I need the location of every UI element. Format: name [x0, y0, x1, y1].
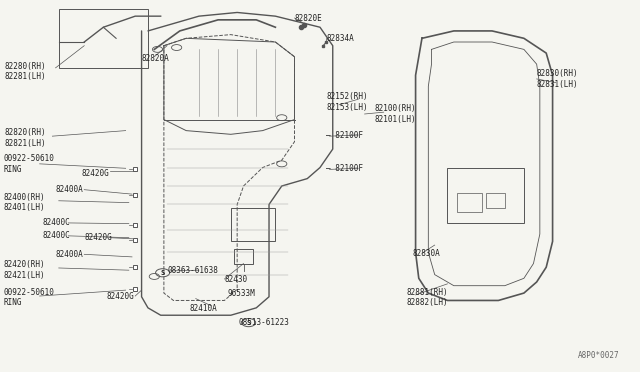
- Text: 82420(RH)
82421(LH): 82420(RH) 82421(LH): [3, 260, 45, 280]
- Text: 82420G: 82420G: [84, 233, 112, 242]
- Text: 08363-61638: 08363-61638: [167, 266, 218, 275]
- Text: 82430: 82430: [225, 275, 248, 283]
- Bar: [231, 208, 275, 241]
- Text: 82830(RH)
82831(LH): 82830(RH) 82831(LH): [537, 69, 579, 89]
- Text: 08513-61223: 08513-61223: [239, 318, 289, 327]
- Text: 82834A: 82834A: [326, 34, 354, 43]
- Text: 96533M: 96533M: [228, 289, 255, 298]
- Text: 82420G: 82420G: [81, 169, 109, 177]
- Text: 82100(RH)
82101(LH): 82100(RH) 82101(LH): [374, 104, 416, 124]
- Text: 82820(RH)
82821(LH): 82820(RH) 82821(LH): [4, 128, 46, 148]
- Text: 82410A: 82410A: [189, 304, 217, 313]
- Bar: [447, 167, 524, 223]
- Bar: [234, 249, 253, 263]
- Text: 82400C: 82400C: [43, 231, 70, 240]
- Text: — 82100F: — 82100F: [326, 131, 364, 140]
- Text: 00922-50610
RING: 00922-50610 RING: [3, 288, 54, 307]
- Text: S: S: [161, 270, 164, 276]
- Text: S: S: [246, 320, 251, 326]
- Text: 82881(RH)
82882(LH): 82881(RH) 82882(LH): [406, 288, 447, 307]
- Text: 82400C: 82400C: [43, 218, 70, 227]
- Bar: [457, 193, 483, 212]
- Text: 00922-50610
RING: 00922-50610 RING: [3, 154, 54, 174]
- Text: 82820A: 82820A: [141, 54, 170, 63]
- Text: 82400(RH)
82401(LH): 82400(RH) 82401(LH): [3, 193, 45, 212]
- Text: 82820E: 82820E: [294, 13, 323, 22]
- Text: A8P0*0027: A8P0*0027: [578, 350, 620, 359]
- Bar: [486, 193, 505, 208]
- Text: 82280(RH)
82281(LH): 82280(RH) 82281(LH): [4, 62, 46, 81]
- Bar: [59, 9, 148, 68]
- Text: 82400A: 82400A: [56, 185, 83, 194]
- Text: 82830A: 82830A: [412, 249, 440, 258]
- Text: 82420G: 82420G: [106, 292, 134, 301]
- Text: 82400A: 82400A: [56, 250, 83, 259]
- Text: — 82100F: — 82100F: [326, 164, 364, 173]
- Text: 82152(RH)
82153(LH): 82152(RH) 82153(LH): [326, 92, 368, 112]
